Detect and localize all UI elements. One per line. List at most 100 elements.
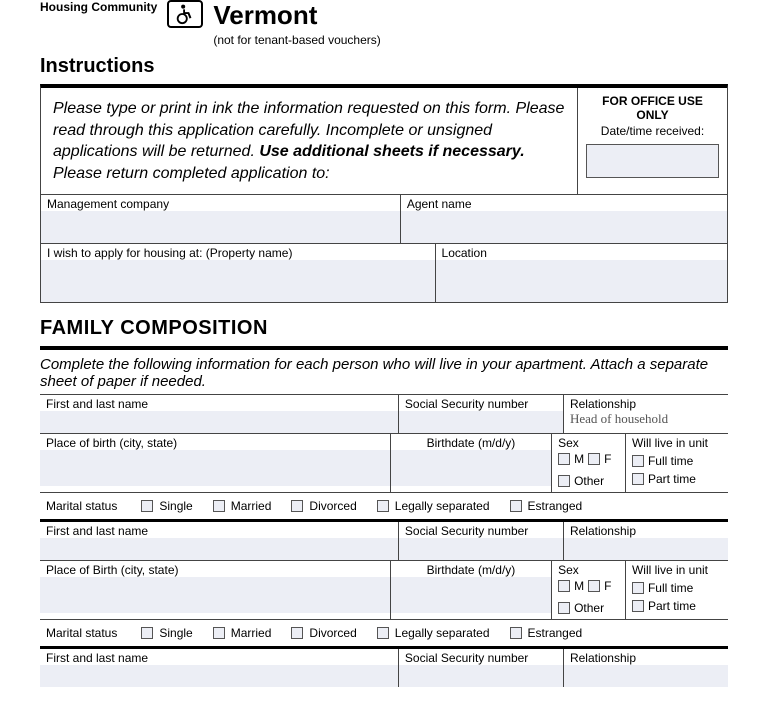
sex-other-label-2: Other: [574, 601, 604, 615]
housing-community-label: Housing Community: [40, 0, 157, 14]
fulltime-checkbox-2[interactable]: [632, 582, 644, 594]
management-company-label: Management company: [41, 195, 400, 211]
parttime-checkbox-1[interactable]: [632, 473, 644, 485]
office-use-sub: Date/time received:: [586, 124, 719, 138]
fulltime-label: Full time: [648, 454, 693, 468]
sex-m-label: M: [574, 452, 584, 466]
marital-row-1: Marital status Single Married Divorced L…: [40, 493, 728, 522]
relationship-field-3[interactable]: [564, 665, 728, 687]
relationship-label-3: Relationship: [564, 649, 728, 665]
sex-m-label-2: M: [574, 579, 584, 593]
agent-name-field[interactable]: [401, 211, 727, 243]
first-last-label-2: First and last name: [40, 522, 398, 538]
legally-label-2: Legally separated: [395, 626, 490, 640]
will-live-label: Will live in unit: [626, 434, 728, 450]
parttime-checkbox-2[interactable]: [632, 600, 644, 612]
divorced-checkbox-1[interactable]: [291, 500, 303, 512]
relationship-field-2[interactable]: [564, 538, 728, 560]
name-field-3[interactable]: [40, 665, 398, 687]
birthdate-field-2[interactable]: [391, 577, 551, 613]
ssn-field-1[interactable]: [399, 411, 563, 433]
legally-label: Legally separated: [395, 499, 490, 513]
fc-instructions: Complete the following information for e…: [40, 350, 728, 395]
relationship-label: Relationship: [564, 395, 728, 411]
fulltime-checkbox-1[interactable]: [632, 455, 644, 467]
property-name-field[interactable]: [41, 260, 435, 302]
sex-f-checkbox-2[interactable]: [588, 580, 600, 592]
office-use-title: FOR OFFICE USE ONLY: [586, 94, 719, 122]
pob-field-1[interactable]: [40, 450, 390, 486]
sex-f-label-2: F: [604, 579, 611, 593]
single-label: Single: [159, 499, 192, 513]
pob-label-2: Place of Birth (city, state): [40, 561, 390, 577]
sex-label-2: Sex: [552, 561, 625, 577]
birthdate-field-1[interactable]: [391, 450, 551, 486]
divorced-label-2: Divorced: [309, 626, 356, 640]
divorced-checkbox-2[interactable]: [291, 627, 303, 639]
office-use-box: FOR OFFICE USE ONLY Date/time received:: [577, 88, 727, 194]
will-live-label-2: Will live in unit: [626, 561, 728, 577]
legally-checkbox-1[interactable]: [377, 500, 389, 512]
divorced-label: Divorced: [309, 499, 356, 513]
estranged-checkbox-2[interactable]: [510, 627, 522, 639]
ssn-label: Social Security number: [399, 395, 563, 411]
location-label: Location: [436, 244, 727, 260]
name-field-1[interactable]: [40, 411, 398, 433]
parttime-label-2: Part time: [648, 599, 696, 613]
sex-other-checkbox-1[interactable]: [558, 475, 570, 487]
first-last-label-3: First and last name: [40, 649, 398, 665]
intro-b: Please return completed application to:: [53, 165, 330, 182]
relationship-prefill: Head of household: [564, 411, 728, 429]
married-checkbox-1[interactable]: [213, 500, 225, 512]
marital-row-2: Marital status Single Married Divorced L…: [40, 620, 728, 649]
page-title: Vermont: [213, 0, 380, 31]
married-checkbox-2[interactable]: [213, 627, 225, 639]
ssn-label-2: Social Security number: [399, 522, 563, 538]
married-label: Married: [231, 499, 272, 513]
estranged-label-2: Estranged: [528, 626, 583, 640]
sex-label: Sex: [552, 434, 625, 450]
location-field[interactable]: [436, 260, 727, 302]
birthdate-label-2: Birthdate (m/d/y): [391, 561, 551, 577]
location-cell: Location: [436, 244, 727, 302]
first-last-label: First and last name: [40, 395, 398, 411]
sex-f-checkbox-1[interactable]: [588, 453, 600, 465]
pob-field-2[interactable]: [40, 577, 390, 613]
intro-box: Please type or print in ink the informat…: [40, 84, 728, 195]
ssn-label-3: Social Security number: [399, 649, 563, 665]
subtitle: (not for tenant-based vouchers): [213, 33, 380, 47]
single-label-2: Single: [159, 626, 192, 640]
fulltime-label-2: Full time: [648, 581, 693, 595]
instructions-heading: Instructions: [40, 55, 728, 78]
management-company-field[interactable]: [41, 211, 400, 243]
sex-other-label: Other: [574, 474, 604, 488]
sex-f-label: F: [604, 452, 611, 466]
agent-name-label: Agent name: [401, 195, 727, 211]
name-field-2[interactable]: [40, 538, 398, 560]
legally-checkbox-2[interactable]: [377, 627, 389, 639]
marital-label: Marital status: [46, 499, 117, 513]
property-name-label: I wish to apply for housing at: (Propert…: [41, 244, 435, 260]
single-checkbox-2[interactable]: [141, 627, 153, 639]
ssn-field-3[interactable]: [399, 665, 563, 687]
intro-text: Please type or print in ink the informat…: [41, 88, 577, 194]
family-composition-heading: FAMILY COMPOSITION: [40, 317, 728, 340]
estranged-label: Estranged: [528, 499, 583, 513]
management-company-cell: Management company: [41, 195, 401, 243]
accessibility-icon: [167, 0, 203, 28]
ssn-field-2[interactable]: [399, 538, 563, 560]
pob-label: Place of birth (city, state): [40, 434, 390, 450]
birthdate-label: Birthdate (m/d/y): [391, 434, 551, 450]
sex-other-checkbox-2[interactable]: [558, 602, 570, 614]
property-name-cell: I wish to apply for housing at: (Propert…: [41, 244, 436, 302]
date-time-received-field[interactable]: [586, 144, 719, 178]
intro-bold: Use additional sheets if necessary.: [259, 143, 524, 160]
marital-label-2: Marital status: [46, 626, 117, 640]
sex-m-checkbox-2[interactable]: [558, 580, 570, 592]
agent-name-cell: Agent name: [401, 195, 727, 243]
single-checkbox-1[interactable]: [141, 500, 153, 512]
sex-m-checkbox-1[interactable]: [558, 453, 570, 465]
estranged-checkbox-1[interactable]: [510, 500, 522, 512]
married-label-2: Married: [231, 626, 272, 640]
relationship-label-2: Relationship: [564, 522, 728, 538]
